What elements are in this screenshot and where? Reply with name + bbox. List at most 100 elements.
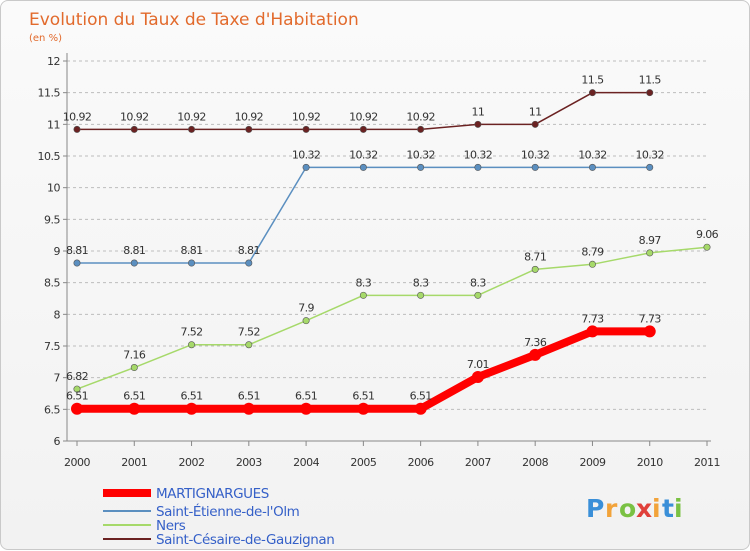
data-labels: 10.92 10.92 10.92 10.92 10.92 10.92 10.92 11 11 1… bbox=[63, 74, 719, 403]
data-point bbox=[643, 325, 656, 338]
x-tick-label: 2004 bbox=[293, 456, 319, 469]
data-point bbox=[302, 125, 310, 133]
data-point bbox=[188, 125, 196, 133]
y-tick-label: 7 bbox=[54, 372, 61, 385]
series-group bbox=[71, 89, 711, 415]
data-label: 10.32 bbox=[349, 148, 378, 161]
data-point bbox=[245, 259, 253, 267]
data-point bbox=[73, 259, 81, 267]
data-point bbox=[188, 259, 196, 267]
y-tick-label: 6.5 bbox=[44, 403, 60, 416]
data-label: 10.92 bbox=[177, 110, 206, 123]
data-point bbox=[130, 125, 138, 133]
legend: MARTIGNARGUESSaint-Étienne-de-l'OlmNersS… bbox=[103, 486, 335, 548]
data-point bbox=[359, 125, 367, 133]
data-point bbox=[302, 317, 310, 325]
data-label: 7.52 bbox=[180, 326, 202, 339]
axes: 6 6.5 7 7.5 8 8.5 9 9.5 10 10.5 11 11.5 12 2000 2001 20… bbox=[38, 53, 721, 469]
logo-letter: t bbox=[662, 494, 675, 523]
data-point bbox=[128, 402, 141, 415]
y-tick-label: 8 bbox=[54, 308, 61, 321]
data-label: 11.5 bbox=[581, 74, 604, 87]
data-point bbox=[359, 291, 367, 299]
data-point bbox=[414, 402, 427, 415]
data-point bbox=[588, 163, 596, 171]
data-label: 7.36 bbox=[524, 336, 547, 349]
data-label: 11 bbox=[472, 105, 485, 118]
x-tick-label: 2001 bbox=[121, 456, 147, 469]
data-label: 8.71 bbox=[524, 250, 546, 263]
legend-label: Saint-Césaire-de-Gauzignan bbox=[156, 532, 334, 548]
logo-letter: i bbox=[652, 494, 662, 523]
data-point bbox=[185, 402, 198, 415]
x-tick-label: 2011 bbox=[694, 456, 720, 469]
data-label: 7.01 bbox=[467, 358, 489, 371]
logo-letter: r bbox=[605, 494, 618, 523]
data-point bbox=[531, 163, 539, 171]
data-point bbox=[357, 402, 370, 415]
grid bbox=[67, 60, 707, 442]
data-label: 10.32 bbox=[292, 148, 321, 161]
logo-letter: o bbox=[619, 494, 637, 523]
y-tick-label: 7.5 bbox=[44, 340, 60, 353]
data-point bbox=[474, 163, 482, 171]
data-label: 10.92 bbox=[292, 110, 321, 123]
data-label: 10.32 bbox=[635, 148, 664, 161]
data-label: 6.51 bbox=[295, 390, 317, 403]
data-label: 10.92 bbox=[349, 110, 378, 123]
logo-letter: x bbox=[636, 494, 653, 523]
data-label: 8.97 bbox=[639, 234, 662, 247]
data-point bbox=[302, 163, 310, 171]
data-label: 9.06 bbox=[696, 228, 719, 241]
logo-letter: P bbox=[586, 494, 605, 523]
data-label: 10.92 bbox=[235, 110, 264, 123]
data-label: 6.51 bbox=[238, 390, 260, 403]
data-point bbox=[646, 163, 654, 171]
y-tick-label: 9.5 bbox=[44, 213, 60, 226]
data-label: 10.92 bbox=[63, 110, 92, 123]
data-point bbox=[71, 402, 83, 415]
data-point bbox=[359, 163, 367, 171]
data-point bbox=[588, 260, 596, 268]
y-tick-label: 8.5 bbox=[44, 277, 60, 290]
y-tick-label: 11 bbox=[47, 118, 60, 131]
data-point bbox=[531, 265, 539, 273]
data-label: 6.82 bbox=[66, 370, 88, 383]
data-label: 7.52 bbox=[238, 326, 260, 339]
data-label: 8.3 bbox=[470, 276, 486, 289]
data-point bbox=[245, 125, 253, 133]
data-point bbox=[474, 120, 482, 128]
data-label: 10.32 bbox=[406, 148, 435, 161]
x-tick-label: 2005 bbox=[350, 456, 376, 469]
data-point bbox=[529, 348, 542, 361]
data-label: 6.51 bbox=[410, 390, 432, 403]
data-label: 10.92 bbox=[406, 110, 435, 123]
data-point bbox=[130, 364, 138, 372]
legend-label: Ners bbox=[156, 518, 186, 534]
x-tick-label: 2007 bbox=[465, 456, 491, 469]
data-label: 6.51 bbox=[66, 390, 88, 403]
data-label: 6.51 bbox=[180, 390, 202, 403]
data-label: 7.9 bbox=[298, 302, 314, 315]
data-label: 10.32 bbox=[521, 148, 550, 161]
data-point bbox=[130, 259, 138, 267]
y-tick-label: 6 bbox=[54, 435, 61, 448]
x-tick-label: 2006 bbox=[408, 456, 434, 469]
data-point bbox=[417, 163, 425, 171]
y-tick-label: 12 bbox=[47, 55, 60, 68]
y-tick-label: 10 bbox=[47, 182, 60, 195]
x-tick-label: 2000 bbox=[64, 456, 90, 469]
chart-subtitle: (en %) bbox=[29, 33, 62, 44]
data-point bbox=[703, 243, 711, 251]
data-point bbox=[417, 291, 425, 299]
data-point bbox=[245, 341, 253, 349]
data-point bbox=[474, 291, 482, 299]
data-label: 7.73 bbox=[581, 312, 604, 325]
data-label: 8.3 bbox=[413, 276, 429, 289]
data-label: 6.51 bbox=[352, 390, 374, 403]
data-point bbox=[588, 89, 596, 97]
data-point bbox=[73, 385, 81, 393]
